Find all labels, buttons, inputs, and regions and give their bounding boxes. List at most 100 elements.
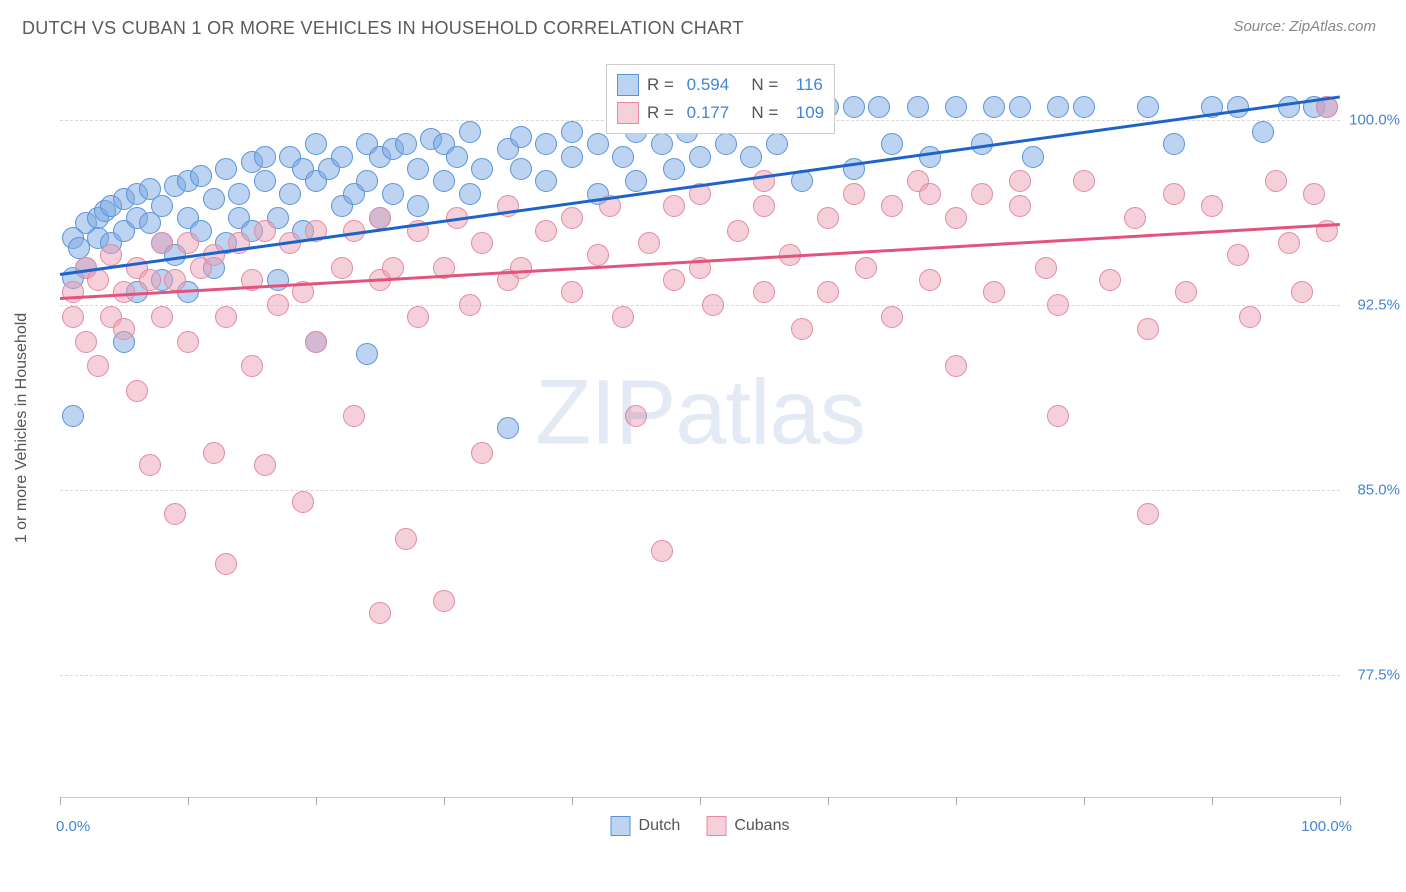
data-point: [369, 207, 391, 229]
data-point: [356, 170, 378, 192]
legend-row: R = 0.177 N = 109: [617, 99, 824, 127]
data-point: [1099, 269, 1121, 291]
data-point: [919, 269, 941, 291]
data-point: [279, 183, 301, 205]
data-point: [292, 491, 314, 513]
correlation-legend: R = 0.594 N = 116R = 0.177 N = 109: [606, 64, 835, 134]
x-tick: [444, 797, 445, 805]
x-tick: [1212, 797, 1213, 805]
data-point: [587, 133, 609, 155]
data-point: [1047, 294, 1069, 316]
data-point: [561, 146, 583, 168]
data-point: [766, 133, 788, 155]
data-point: [1163, 133, 1185, 155]
data-point: [151, 306, 173, 328]
data-point: [535, 133, 557, 155]
series-legend: DutchCubans: [611, 816, 790, 836]
data-point: [791, 318, 813, 340]
data-point: [139, 454, 161, 476]
x-tick: [828, 797, 829, 805]
data-point: [625, 405, 647, 427]
legend-n-value: 116: [796, 71, 823, 99]
chart-header: DUTCH VS CUBAN 1 OR MORE VEHICLES IN HOU…: [0, 0, 1406, 47]
legend-r-label: R =: [647, 71, 679, 99]
data-point: [1227, 244, 1249, 266]
data-point: [510, 158, 532, 180]
data-point: [843, 96, 865, 118]
data-point: [1163, 183, 1185, 205]
gridline: [60, 490, 1340, 491]
data-point: [753, 281, 775, 303]
data-point: [510, 126, 532, 148]
y-axis-title: 1 or more Vehicles in Household: [13, 313, 31, 543]
data-point: [740, 146, 762, 168]
data-point: [62, 306, 84, 328]
x-tick: [956, 797, 957, 805]
data-point: [1009, 195, 1031, 217]
data-point: [343, 405, 365, 427]
data-point: [433, 170, 455, 192]
data-point: [113, 318, 135, 340]
data-point: [215, 306, 237, 328]
data-point: [791, 170, 813, 192]
legend-r-value: 0.177: [687, 99, 730, 127]
data-point: [87, 269, 109, 291]
data-point: [1047, 96, 1069, 118]
legend-swatch: [611, 816, 631, 836]
data-point: [75, 331, 97, 353]
data-point: [407, 306, 429, 328]
data-point: [1227, 96, 1249, 118]
x-tick: [316, 797, 317, 805]
data-point: [305, 331, 327, 353]
data-point: [459, 294, 481, 316]
data-point: [471, 442, 493, 464]
y-tick-label: 100.0%: [1345, 111, 1400, 128]
data-point: [267, 294, 289, 316]
data-point: [638, 232, 660, 254]
watermark: ZIPatlas: [535, 360, 864, 465]
data-point: [561, 207, 583, 229]
data-point: [561, 281, 583, 303]
x-tick: [700, 797, 701, 805]
data-point: [651, 540, 673, 562]
data-point: [1009, 170, 1031, 192]
data-point: [203, 442, 225, 464]
data-point: [1137, 503, 1159, 525]
data-point: [382, 257, 404, 279]
legend-n-label: N =: [737, 71, 788, 99]
data-point: [254, 454, 276, 476]
data-point: [612, 306, 634, 328]
data-point: [407, 195, 429, 217]
data-point: [139, 269, 161, 291]
legend-r-label: R =: [647, 99, 679, 127]
gridline: [60, 305, 1340, 306]
data-point: [177, 232, 199, 254]
data-point: [228, 183, 250, 205]
data-point: [1265, 170, 1287, 192]
data-point: [1073, 96, 1095, 118]
x-axis-label-max: 100.0%: [1301, 818, 1352, 835]
chart-title: DUTCH VS CUBAN 1 OR MORE VEHICLES IN HOU…: [22, 18, 744, 39]
data-point: [126, 380, 148, 402]
data-point: [382, 183, 404, 205]
legend-swatch: [706, 816, 726, 836]
data-point: [100, 244, 122, 266]
data-point: [919, 146, 941, 168]
data-point: [702, 294, 724, 316]
data-point: [203, 244, 225, 266]
chart-area: ZIPatlas 77.5%85.0%92.5%100.0%0.0%100.0%…: [60, 58, 1340, 798]
data-point: [459, 121, 481, 143]
data-point: [535, 170, 557, 192]
data-point: [1239, 306, 1261, 328]
data-point: [625, 170, 647, 192]
data-point: [983, 281, 1005, 303]
data-point: [1124, 207, 1146, 229]
data-point: [497, 417, 519, 439]
data-point: [62, 405, 84, 427]
data-point: [267, 269, 289, 291]
data-point: [663, 269, 685, 291]
data-point: [561, 121, 583, 143]
data-point: [62, 281, 84, 303]
y-tick-label: 85.0%: [1345, 481, 1400, 498]
x-tick: [572, 797, 573, 805]
